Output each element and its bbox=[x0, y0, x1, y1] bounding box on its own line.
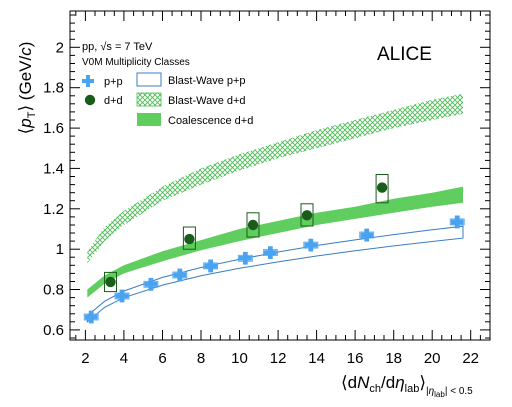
plot-frame bbox=[69, 10, 491, 341]
legend-pp-label: p+p bbox=[104, 76, 123, 88]
legend-bw-pp-label: Blast-Wave p+p bbox=[168, 75, 246, 87]
dd-data-point bbox=[105, 276, 116, 288]
pp-data-point bbox=[360, 228, 374, 242]
pp-data-point bbox=[450, 215, 464, 229]
pp-data-point bbox=[263, 246, 277, 260]
legend-item-coal: Coalescence d+d bbox=[137, 113, 253, 127]
legend-pp-marker bbox=[82, 75, 94, 87]
pp-data-point bbox=[304, 238, 318, 252]
classes-annotation: V0M Multiplicity Classes bbox=[82, 57, 190, 68]
pp-data-point bbox=[144, 277, 158, 291]
legend-item-bw-dd: Blast-Wave d+d bbox=[136, 92, 246, 107]
band-coalescence-dd bbox=[87, 186, 464, 298]
dd-data-point bbox=[184, 233, 195, 245]
dd-data-point bbox=[301, 210, 313, 221]
experiment-label: ALICE bbox=[377, 44, 432, 65]
pp-data-point bbox=[84, 310, 98, 324]
legend-coal-label: Coalescence d+d bbox=[168, 115, 253, 127]
model-bands bbox=[86, 93, 464, 323]
legend-dd-marker bbox=[84, 94, 96, 106]
y-tick-label: 1 bbox=[56, 241, 64, 258]
x-tick-label: 6 bbox=[158, 350, 166, 367]
x-tick-label: 18 bbox=[385, 350, 402, 367]
dd-systematic-boxes bbox=[83, 174, 465, 321]
legend-dd-label: d+d bbox=[104, 95, 123, 107]
legend-bw-dd-swatch bbox=[136, 92, 162, 107]
y-tick-label: 2 bbox=[56, 39, 64, 56]
dd-data-point bbox=[247, 219, 259, 231]
dd-data-point bbox=[376, 182, 388, 193]
pp-data-point bbox=[115, 289, 129, 303]
x-tick-label: 14 bbox=[308, 350, 325, 367]
x-axis-title: ⟨dNch/dηlab⟩|ηlab| < 0.5 bbox=[341, 373, 473, 399]
band-blast-wave-dd bbox=[87, 93, 464, 264]
y-tick-label: 1.2 bbox=[43, 201, 64, 218]
x-tick-label: 2 bbox=[81, 350, 89, 367]
y-tick-label: 1.8 bbox=[43, 80, 64, 97]
pp-data-point bbox=[173, 268, 187, 282]
legend-item-pp: p+p bbox=[82, 75, 123, 88]
legend-item-dd: d+d bbox=[84, 94, 123, 107]
legend: p+p d+d Blast-Wave p+p Blast-Wave d+d Co… bbox=[82, 72, 253, 127]
system-annotation: pp, √s = 7 TeV bbox=[82, 41, 153, 53]
data-markers bbox=[84, 182, 464, 324]
dd-sys-box bbox=[246, 212, 260, 238]
x-tick-label: 8 bbox=[197, 350, 205, 367]
dd-sys-box bbox=[375, 174, 389, 204]
y-tick-label: 0.8 bbox=[43, 282, 64, 299]
x-tick-label: 10 bbox=[231, 350, 248, 367]
x-tick-label: 22 bbox=[462, 350, 479, 367]
dd-sys-box bbox=[300, 203, 314, 227]
axis-ticks: 2 4 6 8 10 12 14 16 18 20 22 0.6 0.8 1 1.2 1.4 1.6 1.8 2 bbox=[43, 11, 490, 367]
x-tick-label: 20 bbox=[424, 350, 441, 367]
y-tick-label: 0.6 bbox=[43, 322, 64, 339]
legend-bw-pp-swatch bbox=[136, 72, 162, 87]
legend-bw-dd-label: Blast-Wave d+d bbox=[168, 95, 246, 107]
legend-item-bw-pp: Blast-Wave p+p bbox=[136, 72, 246, 87]
dd-sys-box bbox=[104, 271, 117, 293]
legend-coal-swatch bbox=[137, 113, 161, 126]
y-axis-title: ⟨pT⟩ (GeV/c) bbox=[16, 42, 38, 135]
x-tick-label: 12 bbox=[270, 350, 287, 367]
y-tick-label: 1.4 bbox=[43, 160, 64, 177]
y-tick-label: 1.6 bbox=[43, 120, 64, 137]
dd-sys-box bbox=[182, 226, 196, 250]
x-tick-label: 16 bbox=[347, 350, 364, 367]
pp-data-point bbox=[238, 251, 252, 265]
pp-data-point bbox=[204, 259, 218, 273]
x-tick-label: 4 bbox=[120, 350, 128, 367]
band-blast-wave-pp bbox=[86, 225, 464, 323]
